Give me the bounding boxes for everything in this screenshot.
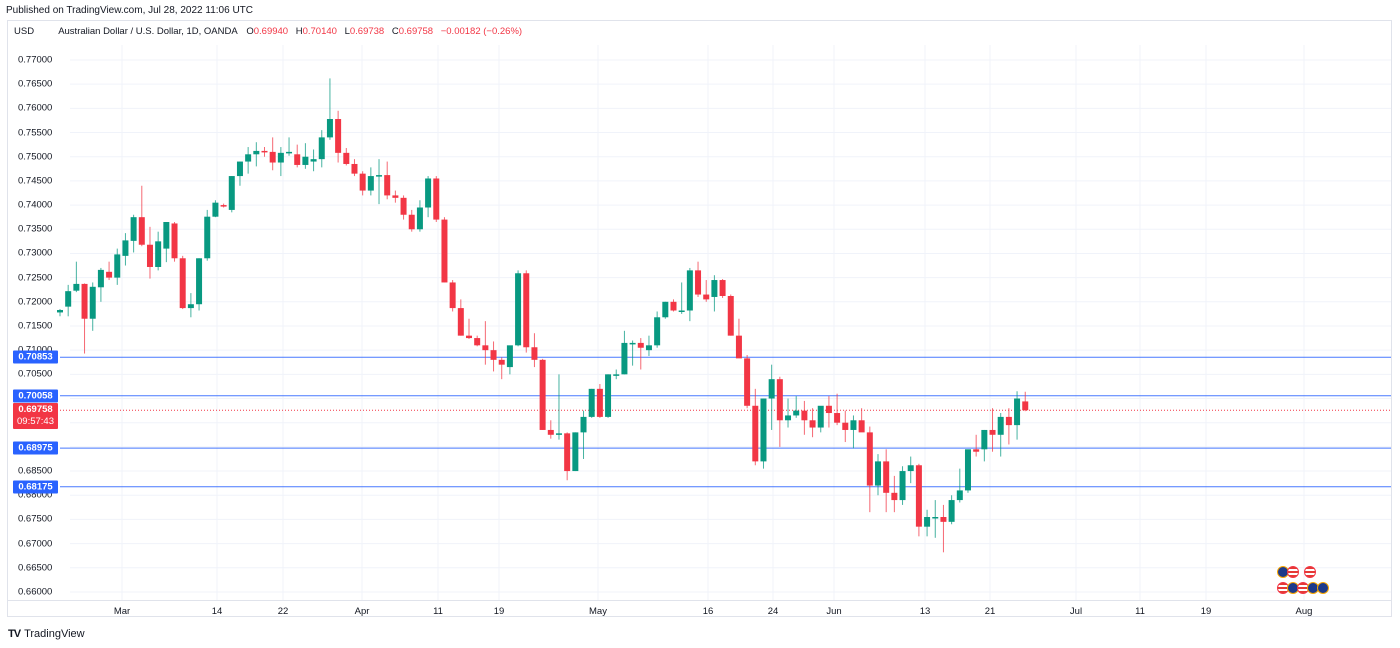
time-axis-label: 13 [919,606,931,617]
price-axis-label: 0.68500 [18,465,53,477]
price-tag: 0.70853 [13,350,58,364]
price-axis-label: 0.68000 [18,489,53,501]
change-value: −0.00182 (−0.26%) [440,26,523,37]
time-axis-label: Aug [1295,606,1313,617]
price-axis-label: 0.76000 [18,102,53,114]
time-axis-label: 24 [767,606,779,617]
time-axis-label: 19 [493,606,505,617]
price-axis-label: 0.66500 [18,562,53,574]
price-axis-label: 0.72000 [18,296,53,308]
price-axis-label: 0.74000 [18,199,53,211]
price-tag: 0.68975 [13,441,58,455]
price-tag: 0.68175 [13,480,58,494]
high-value: 0.70140 [302,26,337,37]
us-flag-event-icon[interactable] [1287,566,1299,578]
last-price-tag: 0.69758 09:57:43 [13,403,58,430]
published-caption: Published on TradingView.com, Jul 28, 20… [6,5,254,16]
symbol-legend: USD Australian Dollar / U.S. Dollar, 1D,… [14,26,527,37]
price-axis-label: 0.66000 [18,586,53,598]
price-axis-label: 0.75000 [18,151,53,163]
time-axis-label: Apr [354,606,370,617]
chart-frame [7,20,1392,617]
time-axis-label: 22 [277,606,289,617]
tv-logo-icon: TV [8,628,21,640]
close-value: 0.69758 [398,26,434,37]
price-tag: 0.70058 [13,389,58,403]
price-axis-label: 0.75500 [18,127,53,139]
time-axis-label: 14 [211,606,223,617]
currency-label: USD [14,26,35,37]
brand-name: TradingView [24,628,85,640]
price-axis-label: 0.71500 [18,320,53,332]
horizontal-lines [60,356,1391,488]
time-axis-label: Jul [1069,606,1083,617]
close-key: C [391,26,399,37]
last-price-value: 0.69758 [18,404,53,416]
time-axis-label: 11 [1135,606,1145,617]
price-axis-label: 0.70500 [18,368,53,380]
price-axis-label: 0.73500 [18,223,53,235]
high-key: H [295,26,303,37]
time-axis-label: May [589,606,607,617]
time-axis-separator [7,600,1392,601]
time-axis-label: Jun [826,606,842,617]
australia-flag-event-icon[interactable] [1317,582,1329,594]
time-axis-label: 16 [702,606,714,617]
low-value: 0.69738 [349,26,385,37]
price-axis-label: 0.67000 [18,538,53,550]
price-axis-label: 0.72500 [18,272,53,284]
time-axis-label: 11 [433,606,443,617]
open-key: O [246,26,254,37]
low-key: L [344,26,350,37]
candles [57,78,1029,553]
time-axis-label: Mar [113,606,131,617]
tradingview-logo[interactable]: TV TradingView [8,628,85,640]
time-axis-label: 21 [984,606,996,617]
price-axis-label: 0.76500 [18,78,53,90]
price-axis-label: 0.67500 [18,513,53,525]
price-axis-label: 0.74500 [18,175,53,187]
price-axis-label: 0.77000 [18,54,53,66]
price-axis-label: 0.71000 [18,345,52,356]
open-value: 0.69940 [253,26,289,37]
bar-countdown: 09:57:43 [17,416,54,428]
price-axis-label: 0.73000 [18,247,53,259]
us-flag-event-icon[interactable] [1304,566,1316,578]
symbol-title[interactable]: Australian Dollar / U.S. Dollar, 1D, OAN… [58,26,238,37]
time-axis-label: 19 [1200,606,1212,617]
